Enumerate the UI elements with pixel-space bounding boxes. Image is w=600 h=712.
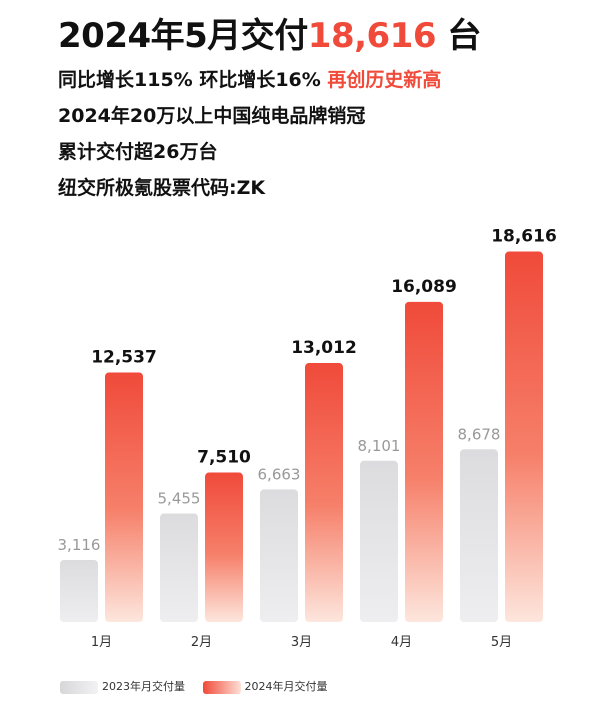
summary-line-cumulative-text: 累计交付超26万台: [58, 141, 218, 163]
summary-line-brand: 2024年20万以上中国纯电品牌销冠: [58, 98, 441, 134]
legend-item-2023: 2023年月交付量: [60, 678, 185, 694]
bar-2023-5: [460, 449, 498, 622]
data-label-2024-3: 13,012: [291, 338, 357, 358]
data-label-2023-5: 8,678: [458, 425, 501, 443]
summary-line-brand-text: 2024年20万以上中国纯电品牌销冠: [58, 105, 366, 127]
bar-2024-5: [505, 251, 543, 622]
data-label-2024-4: 16,089: [391, 277, 457, 297]
summary-line-growth: 同比增长115% 环比增长16% 再创历史新高: [58, 62, 441, 98]
bar-2023-3: [260, 489, 298, 622]
summary-line-growth-accent: 再创历史新高: [327, 69, 442, 91]
summary-lines: 同比增长115% 环比增长16% 再创历史新高 2024年20万以上中国纯电品牌…: [58, 62, 441, 206]
headline-unit: 台: [436, 16, 481, 56]
legend: 2023年月交付量 2024年月交付量: [60, 678, 342, 694]
data-label-2024-5: 18,616: [491, 227, 557, 247]
bar-2023-2: [160, 513, 198, 622]
data-label-2023-3: 6,663: [258, 465, 301, 483]
legend-swatch-2023: [60, 680, 98, 694]
category-label-5: 5月: [491, 635, 512, 650]
data-label-2024-1: 12,537: [91, 348, 157, 368]
legend-swatch-2024: [202, 680, 241, 694]
legend-label-2024: 2024年月交付量: [244, 680, 328, 693]
summary-line-growth-text: 同比增长115% 环比增长16%: [58, 69, 328, 91]
headline-number: 18,616: [307, 16, 437, 56]
bar-2024-1: [105, 372, 143, 622]
data-label-2023-1: 3,116: [58, 536, 101, 554]
bar-2024-4: [405, 301, 443, 622]
bar-2023-1: [60, 559, 98, 622]
data-label-2023-4: 8,101: [358, 437, 401, 455]
summary-line-cumulative: 累计交付超26万台: [58, 134, 441, 170]
legend-label-2023: 2023年月交付量: [102, 680, 185, 693]
legend-item-2024: 2024年月交付量: [202, 678, 328, 694]
category-label-2: 2月: [191, 635, 212, 650]
summary-line-ticker-text: 纽交所极氪股票代码:ZK: [58, 177, 266, 199]
summary-line-ticker: 纽交所极氪股票代码:ZK: [58, 170, 441, 206]
headline: 2024年5月交付18,616 台: [58, 8, 481, 57]
bar-2023-4: [360, 460, 398, 622]
data-label-2024-2: 7,510: [197, 448, 251, 468]
category-label-4: 4月: [391, 635, 412, 650]
bar-2024-2: [205, 472, 243, 622]
bar-2024-3: [305, 363, 343, 622]
data-label-2023-2: 5,455: [158, 489, 201, 507]
category-label-1: 1月: [91, 635, 112, 650]
category-label-3: 3月: [291, 635, 312, 650]
headline-main: 2024年5月交付: [58, 16, 308, 56]
